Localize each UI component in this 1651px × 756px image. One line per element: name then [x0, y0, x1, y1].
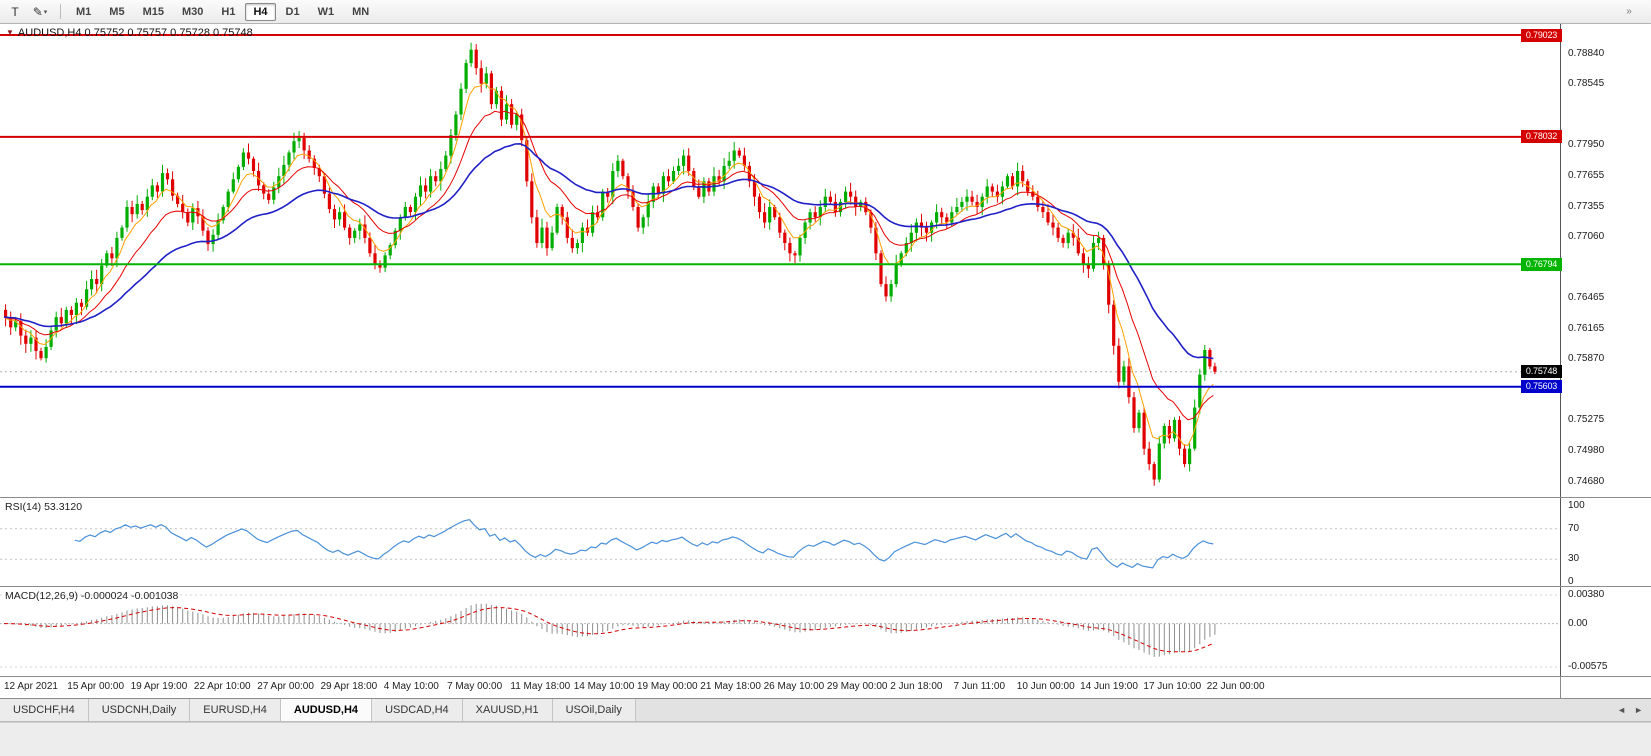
current-price-box[interactable]: 0.75748 [1521, 365, 1562, 379]
rsi-tick-label: 100 [1568, 500, 1585, 511]
timeframe-button-w1[interactable]: W1 [317, 5, 335, 18]
time-axis-label: 21 May 18:00 [700, 681, 761, 692]
rsi-tick-label: 30 [1568, 553, 1580, 565]
price-tick-label: 0.75275 [1568, 414, 1605, 426]
time-axis-label: 19 Apr 19:00 [130, 681, 188, 692]
chart-tab-usdcad-h4[interactable]: USDCAD,H4 [372, 699, 463, 721]
time-axis-label: 27 Apr 00:00 [257, 681, 314, 692]
level-price-box-1[interactable]: 0.78032 [1521, 130, 1562, 144]
time-axis-label: 29 Apr 18:00 [320, 681, 378, 692]
price-tick-label: 0.74680 [1568, 475, 1605, 487]
price-tick-label: 0.76165 [1568, 322, 1605, 334]
time-axis-label: 4 May 10:00 [383, 681, 439, 692]
macd-axis-border [1560, 587, 1561, 676]
timeframe-group: M1 M5 M15 M30 H1 H4 D1 W1 MN [68, 2, 379, 21]
timeframe-button-m30[interactable]: M30 [181, 5, 204, 18]
timeframe-button-d1[interactable]: D1 [285, 5, 300, 18]
time-axis[interactable]: 12 Apr 2021 15 Apr 00:00 19 Apr 19:00 22 Ap… [0, 677, 1651, 699]
time-axis-label: 15 Apr 00:00 [67, 681, 125, 692]
macd-tick-label: 0.00 [1568, 617, 1588, 629]
time-axis-label: 17 Jun 10:00 [1143, 681, 1202, 692]
main-chart-panel: ▼ AUDUSD,H4 0.75752 0.75757 0.75728 0.757… [0, 24, 1651, 498]
overflow-icon: » [1626, 6, 1632, 17]
time-axis-label: 10 Jun 00:00 [1016, 681, 1075, 692]
pencil-icon: ✎ [32, 4, 43, 19]
rsi-tick-label: 0 [1568, 576, 1574, 587]
price-tick-label: 0.77655 [1568, 169, 1605, 181]
time-axis-label: 14 Jun 19:00 [1080, 681, 1138, 692]
timeframe-button-m15[interactable]: M15 [142, 5, 164, 18]
tab-scroll-right-button[interactable]: ► [1634, 705, 1643, 715]
price-tick-label: 0.78545 [1568, 78, 1605, 90]
time-axis-label: 19 May 00:00 [637, 681, 698, 692]
time-axis-border [1560, 677, 1561, 698]
price-tick-label: 0.76465 [1568, 292, 1605, 304]
text-tool-button[interactable]: T [3, 1, 27, 23]
chart-tab-usoil-daily[interactable]: USOil,Daily [552, 699, 636, 721]
time-axis-label: 22 Jun 00:00 [1206, 681, 1265, 692]
toolbar-separator [60, 4, 61, 19]
tab-scroll-arrows: ◄ ► [1609, 699, 1651, 721]
chevron-down-icon: ▾ [43, 8, 48, 16]
status-bar [0, 722, 1651, 756]
timeframe-button-m1[interactable]: M1 [76, 5, 92, 18]
level-price-box-0[interactable]: 0.79023 [1521, 28, 1562, 42]
macd-tick-label: -0.00575 [1568, 661, 1608, 672]
text-tool-icon: T [11, 4, 19, 19]
chart-tab-eurusd-h4[interactable]: EURUSD,H4 [190, 699, 281, 721]
rsi-axis-border [1560, 498, 1561, 586]
level-price-box-2[interactable]: 0.76794 [1521, 257, 1562, 271]
timeframe-button-m5[interactable]: M5 [109, 5, 125, 18]
macd-plot[interactable] [0, 587, 1560, 676]
tab-scroll-left-button[interactable]: ◄ [1617, 705, 1627, 715]
time-axis-label: 26 May 10:00 [763, 681, 825, 692]
timeframe-button-h4[interactable]: H4 [245, 2, 276, 21]
time-axis-label: 14 May 10:00 [573, 681, 635, 692]
price-tick-label: 0.75870 [1568, 353, 1605, 365]
rsi-tick-label: 70 [1568, 522, 1580, 534]
top-toolbar: T ✎ ▾ M1 M5 M15 M30 H1 H4 D1 W1 MN » [0, 0, 1651, 24]
chart-tab-xauusd-h1[interactable]: XAUUSD,H1 [462, 699, 553, 721]
timeframe-button-mn[interactable]: MN [352, 5, 370, 18]
time-axis-label: 29 May 00:00 [826, 681, 888, 692]
time-axis-label: 2 Jun 18:00 [890, 681, 943, 692]
time-axis-label: 7 Jun 11:00 [953, 681, 1006, 692]
macd-panel: MACD(12,26,9) -0.000024 -0.001038 0.0038… [0, 587, 1651, 677]
rsi-panel: RSI(14) 53.3120 100 70 30 0 [0, 498, 1651, 587]
price-tick-label: 0.77950 [1568, 139, 1605, 151]
rsi-plot[interactable] [0, 498, 1560, 586]
time-axis-label: 11 May 18:00 [510, 681, 571, 692]
price-tick-label: 0.77355 [1568, 200, 1605, 212]
macd-tick-label: 0.00380 [1568, 589, 1605, 600]
time-axis-label: 7 May 00:00 [447, 681, 503, 692]
chart-tab-bar: USDCHF,H4 USDCNH,Daily EURUSD,H4 AUDUSD,H4 U… [0, 699, 1651, 722]
price-tick-label: 0.77060 [1568, 230, 1605, 242]
draw-tool-button[interactable]: ✎ ▾ [28, 1, 52, 23]
time-axis-label: 12 Apr 2021 [4, 681, 58, 692]
price-chart-plot[interactable] [0, 24, 1560, 497]
chart-tab-audusd-h4[interactable]: AUDUSD,H4 [280, 699, 373, 721]
price-tick-label: 0.78840 [1568, 47, 1605, 59]
timeframe-button-h1[interactable]: H1 [221, 5, 236, 18]
time-axis-label: 22 Apr 10:00 [193, 681, 251, 692]
level-price-box-3[interactable]: 0.75603 [1521, 380, 1562, 394]
chart-tab-usdcnh-daily[interactable]: USDCNH,Daily [88, 699, 191, 721]
chart-area: ▼ AUDUSD,H4 0.75752 0.75757 0.75728 0.757… [0, 24, 1651, 699]
price-tick-label: 0.74980 [1568, 444, 1605, 456]
chart-tab-usdchf-h4[interactable]: USDCHF,H4 [0, 699, 89, 721]
toolbar-overflow-button[interactable]: » [1611, 1, 1647, 23]
